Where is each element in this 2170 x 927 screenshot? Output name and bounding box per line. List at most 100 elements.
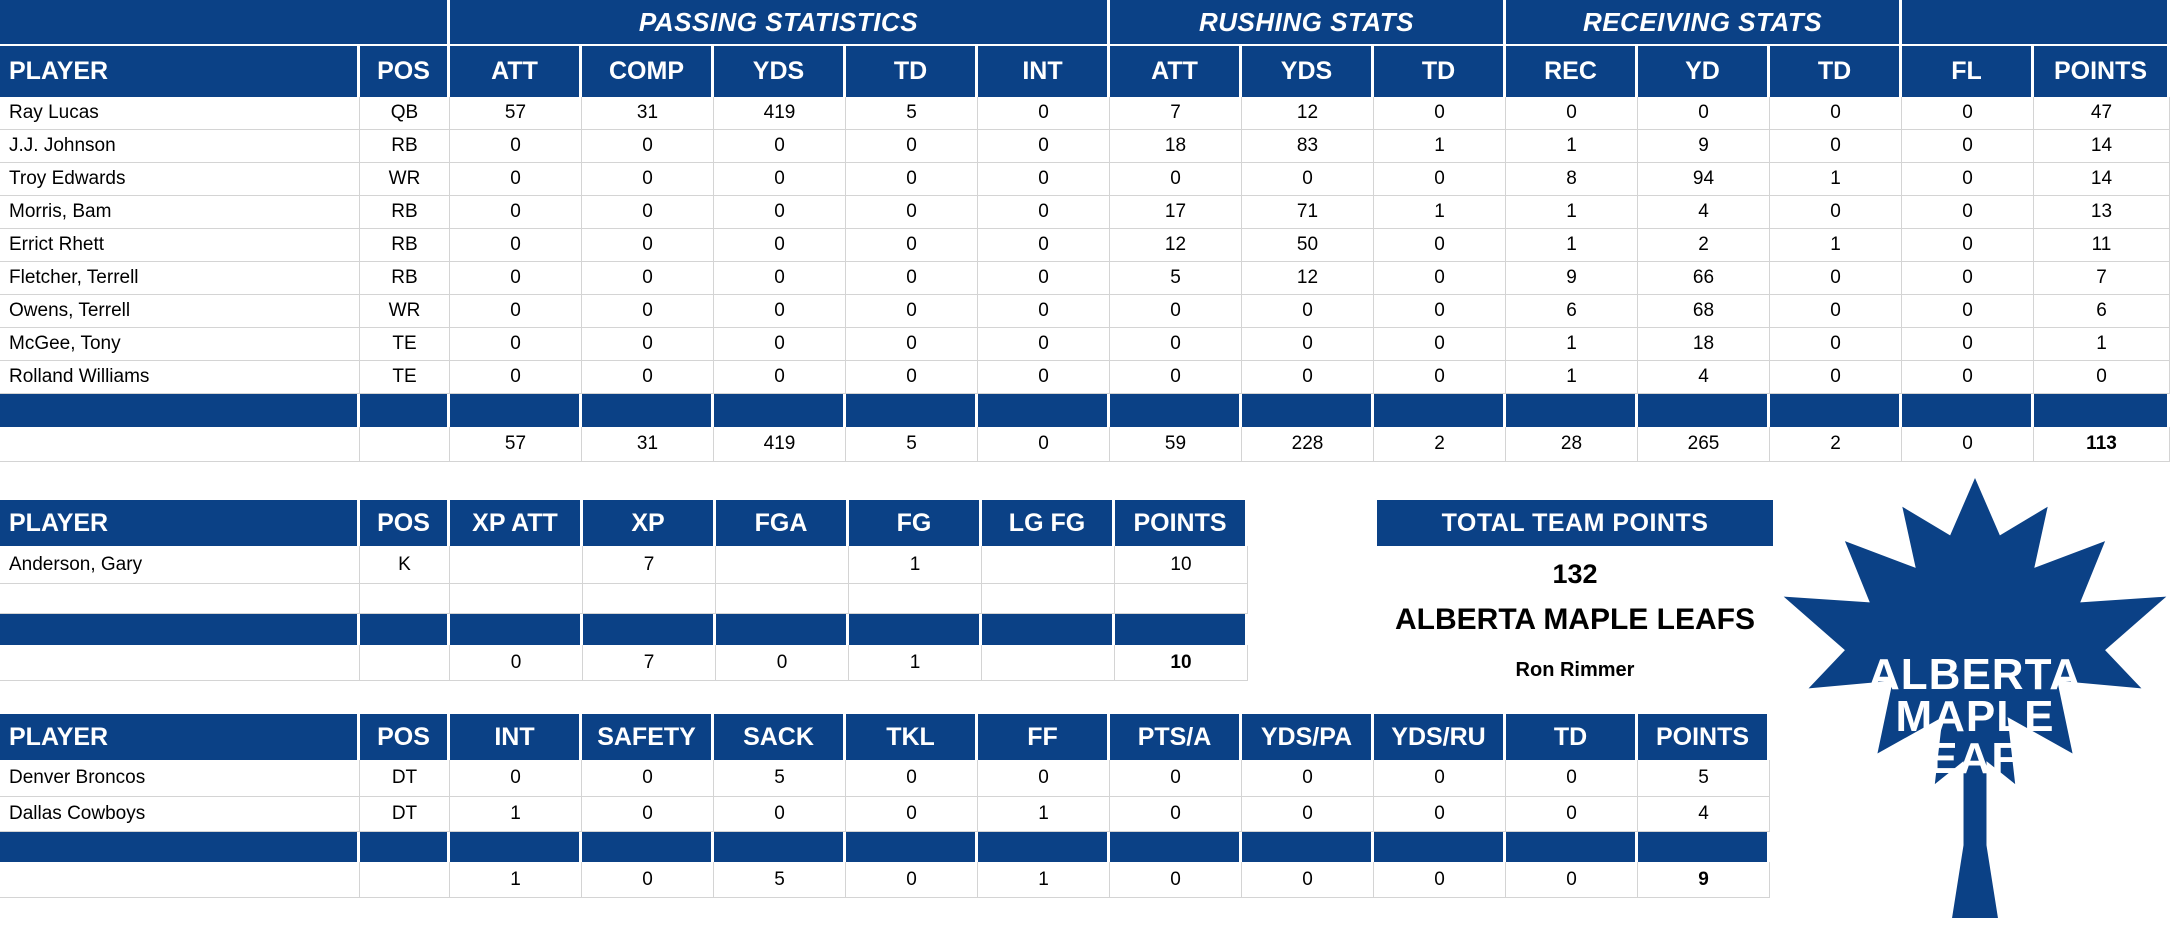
stat-cell[interactable]: 0 — [846, 163, 978, 196]
stat-cell[interactable]: 0 — [1902, 328, 2034, 361]
column-header[interactable]: SAFETY — [582, 714, 714, 760]
stat-cell[interactable]: 0 — [1374, 229, 1506, 262]
stat-cell[interactable]: 1 — [1506, 229, 1638, 262]
stat-cell[interactable]: 0 — [1770, 97, 1902, 130]
total-cell[interactable] — [982, 645, 1115, 681]
stat-cell[interactable]: 4 — [1638, 196, 1770, 229]
total-cell[interactable] — [360, 645, 450, 681]
column-header[interactable]: LG FG — [982, 500, 1115, 546]
stat-cell[interactable]: 0 — [714, 295, 846, 328]
stat-cell[interactable]: 0 — [1902, 196, 2034, 229]
stat-cell[interactable]: 0 — [582, 262, 714, 295]
stat-cell[interactable]: 419 — [714, 97, 846, 130]
stat-cell[interactable]: 0 — [714, 262, 846, 295]
column-header[interactable]: INT — [978, 46, 1110, 97]
stat-cell[interactable]: 4 — [1638, 361, 1770, 394]
stat-cell[interactable]: 9 — [1506, 262, 1638, 295]
column-header[interactable]: POS — [360, 714, 450, 760]
stat-cell[interactable]: 12 — [1110, 229, 1242, 262]
total-cell[interactable]: 0 — [846, 862, 978, 898]
stat-cell[interactable]: 0 — [450, 229, 582, 262]
player-name-cell[interactable]: Rolland Williams — [0, 361, 360, 394]
stat-cell[interactable]: 0 — [978, 196, 1110, 229]
total-cell[interactable]: 31 — [582, 427, 714, 462]
stat-cell[interactable]: RB — [360, 196, 450, 229]
stat-cell[interactable]: RB — [360, 262, 450, 295]
stat-cell[interactable]: TE — [360, 328, 450, 361]
column-header[interactable]: TD — [1770, 46, 1902, 97]
stat-cell[interactable]: 0 — [1374, 361, 1506, 394]
stat-cell[interactable]: 0 — [714, 361, 846, 394]
stat-cell[interactable]: 0 — [978, 361, 1110, 394]
stat-cell[interactable]: 10 — [1115, 546, 1248, 584]
column-header[interactable]: TD — [1374, 46, 1506, 97]
column-header[interactable]: TD — [846, 46, 978, 97]
stat-cell[interactable]: 0 — [714, 797, 846, 832]
total-cell[interactable]: 419 — [714, 427, 846, 462]
stat-cell[interactable]: 0 — [1902, 163, 2034, 196]
stat-cell[interactable]: DT — [360, 797, 450, 832]
column-header[interactable]: FF — [978, 714, 1110, 760]
column-header[interactable]: PTS/A — [1110, 714, 1242, 760]
total-cell[interactable]: 2 — [1770, 427, 1902, 462]
column-header[interactable]: FGA — [716, 500, 849, 546]
stat-cell[interactable]: 0 — [1242, 295, 1374, 328]
column-header[interactable]: FL — [1902, 46, 2034, 97]
stat-cell[interactable]: 17 — [1110, 196, 1242, 229]
group-header[interactable]: RUSHING STATS — [1110, 0, 1506, 46]
stat-cell[interactable]: 1 — [450, 797, 582, 832]
stat-cell[interactable]: 0 — [1770, 262, 1902, 295]
stat-cell[interactable] — [982, 584, 1115, 614]
stat-cell[interactable]: 57 — [450, 97, 582, 130]
total-cell[interactable]: 0 — [1902, 427, 2034, 462]
stat-cell[interactable]: 0 — [1242, 797, 1374, 832]
column-header[interactable]: POINTS — [1115, 500, 1248, 546]
player-name-cell[interactable]: Ray Lucas — [0, 97, 360, 130]
stat-cell[interactable]: 1 — [1374, 196, 1506, 229]
stat-cell[interactable]: WR — [360, 163, 450, 196]
stat-cell[interactable]: 0 — [714, 163, 846, 196]
column-header[interactable]: FG — [849, 500, 982, 546]
stat-cell[interactable]: 0 — [1902, 97, 2034, 130]
stat-cell[interactable]: 0 — [582, 163, 714, 196]
stat-cell[interactable]: 0 — [978, 97, 1110, 130]
stat-cell[interactable]: 83 — [1242, 130, 1374, 163]
stat-cell[interactable]: 0 — [1110, 328, 1242, 361]
stat-cell[interactable]: 0 — [714, 130, 846, 163]
stat-cell[interactable]: 0 — [1374, 328, 1506, 361]
total-cell[interactable]: 59 — [1110, 427, 1242, 462]
stat-cell[interactable]: 0 — [450, 163, 582, 196]
stat-cell[interactable]: 7 — [1110, 97, 1242, 130]
stat-cell[interactable]: 0 — [1374, 262, 1506, 295]
column-header[interactable]: REC — [1506, 46, 1638, 97]
total-cell[interactable] — [0, 645, 360, 681]
total-cell[interactable] — [0, 862, 360, 898]
stat-cell[interactable]: 0 — [978, 328, 1110, 361]
stat-cell[interactable]: 68 — [1638, 295, 1770, 328]
stat-cell[interactable]: 0 — [1110, 760, 1242, 797]
stat-cell[interactable]: 0 — [846, 229, 978, 262]
stat-cell[interactable]: DT — [360, 760, 450, 797]
stat-cell[interactable]: 1 — [1506, 328, 1638, 361]
stat-cell[interactable]: 1 — [1770, 163, 1902, 196]
stat-cell[interactable]: 0 — [1374, 97, 1506, 130]
stat-cell[interactable]: RB — [360, 229, 450, 262]
total-cell[interactable]: 0 — [716, 645, 849, 681]
stat-cell[interactable]: 0 — [450, 760, 582, 797]
total-cell[interactable]: 0 — [1110, 862, 1242, 898]
stat-cell[interactable]: 31 — [582, 97, 714, 130]
stat-cell[interactable]: 0 — [1902, 130, 2034, 163]
stat-cell[interactable]: 0 — [1242, 760, 1374, 797]
stat-cell[interactable]: 0 — [846, 295, 978, 328]
stat-cell[interactable]: 0 — [1242, 163, 1374, 196]
stat-cell[interactable]: 0 — [582, 130, 714, 163]
stat-cell[interactable]: 0 — [1110, 361, 1242, 394]
total-cell[interactable]: 7 — [583, 645, 716, 681]
total-cell[interactable]: 1 — [978, 862, 1110, 898]
stat-cell[interactable]: 0 — [846, 262, 978, 295]
stat-cell[interactable]: 0 — [978, 760, 1110, 797]
stat-cell[interactable]: 0 — [1902, 262, 2034, 295]
stat-cell[interactable]: 0 — [450, 130, 582, 163]
stat-cell[interactable] — [849, 584, 982, 614]
stat-cell[interactable] — [716, 546, 849, 584]
